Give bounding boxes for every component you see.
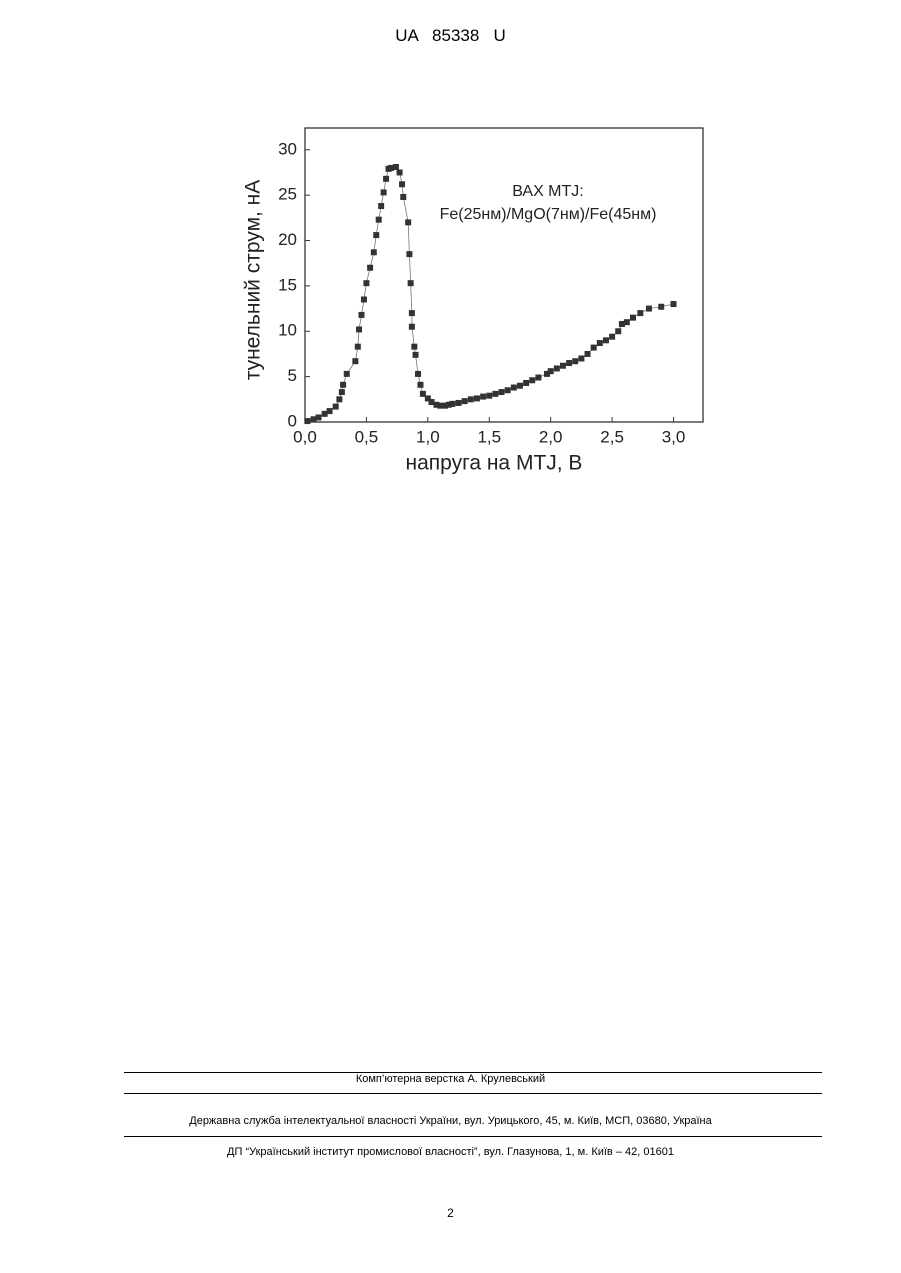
y-axis-label: тунельний струм, нА — [242, 180, 265, 381]
data-point — [316, 414, 322, 420]
data-point — [373, 232, 379, 238]
data-point — [535, 375, 541, 381]
x-tick-label: 1,5 — [477, 427, 501, 446]
data-point — [367, 265, 373, 271]
data-point — [566, 360, 572, 366]
x-axis-label: напруга на MTJ, В — [406, 452, 583, 475]
plot-frame — [305, 128, 703, 422]
data-point — [646, 306, 652, 312]
data-point — [415, 371, 421, 377]
rule — [124, 1093, 822, 1094]
data-point — [339, 389, 345, 395]
data-point — [327, 408, 333, 414]
data-point — [304, 418, 310, 424]
chart: 0,00,51,01,52,02,53,0051015202530напруга… — [0, 0, 901, 500]
data-point — [359, 312, 365, 318]
data-point — [603, 337, 609, 343]
annotation: Fe(25нм)/MgO(7нм)/Fe(45нм) — [440, 206, 657, 223]
data-point — [523, 380, 529, 386]
page-number: 2 — [0, 1206, 901, 1220]
rule — [124, 1136, 822, 1137]
data-point — [383, 176, 389, 182]
data-point — [405, 219, 411, 225]
data-point — [363, 280, 369, 286]
data-point — [355, 344, 361, 350]
y-tick-label: 10 — [278, 321, 297, 340]
footer-line: ДП “Український інститут промислової вла… — [0, 1146, 901, 1158]
data-point — [517, 383, 523, 389]
data-point — [480, 394, 486, 400]
footer-line: Комп’ютерна верстка А. Крулевський — [0, 1073, 901, 1085]
data-point — [658, 304, 664, 310]
data-point — [356, 326, 362, 332]
x-tick-label: 3,0 — [662, 427, 686, 446]
data-point — [413, 352, 419, 358]
data-point — [468, 396, 474, 402]
data-point — [529, 377, 535, 383]
y-tick-label: 20 — [278, 230, 297, 249]
data-point — [585, 351, 591, 357]
data-point — [630, 315, 636, 321]
data-point — [399, 181, 405, 187]
data-point — [361, 297, 367, 303]
data-point — [393, 164, 399, 170]
data-point — [511, 385, 517, 391]
data-line — [307, 167, 673, 421]
data-point — [376, 217, 382, 223]
y-tick-label: 25 — [278, 185, 297, 204]
data-point — [492, 391, 498, 397]
x-tick-label: 1,0 — [416, 427, 440, 446]
x-tick-label: 2,5 — [600, 427, 624, 446]
annotation: ВАХ MTJ: — [512, 183, 583, 200]
data-point — [409, 310, 415, 316]
data-point — [397, 169, 403, 175]
data-point — [591, 345, 597, 351]
data-point — [344, 371, 350, 377]
y-tick-label: 5 — [288, 366, 297, 385]
data-point — [474, 395, 480, 401]
page: UA 85338 U 0,00,51,01,52,02,53,005101520… — [0, 0, 901, 1273]
data-point — [449, 401, 455, 407]
data-point — [671, 301, 677, 307]
data-point — [336, 396, 342, 402]
data-point — [378, 203, 384, 209]
data-point — [406, 251, 412, 257]
data-point — [456, 400, 462, 406]
data-point — [371, 249, 377, 255]
data-point — [505, 387, 511, 393]
data-point — [400, 194, 406, 200]
data-point — [615, 328, 621, 334]
data-point — [499, 389, 505, 395]
data-point — [340, 382, 346, 388]
data-point — [381, 189, 387, 195]
data-point — [486, 393, 492, 399]
data-point — [417, 382, 423, 388]
data-point — [572, 358, 578, 364]
data-point — [408, 280, 414, 286]
x-tick-label: 0,5 — [355, 427, 379, 446]
x-tick-label: 2,0 — [539, 427, 563, 446]
data-point — [409, 324, 415, 330]
data-point — [609, 334, 615, 340]
y-tick-label: 15 — [278, 275, 297, 294]
data-point — [597, 340, 603, 346]
data-point — [637, 310, 643, 316]
data-point — [333, 404, 339, 410]
y-tick-label: 30 — [278, 139, 297, 158]
data-point — [578, 355, 584, 361]
data-point — [554, 365, 560, 371]
y-tick-label: 0 — [288, 411, 297, 430]
footer-line: Державна служба інтелектуальної власност… — [0, 1115, 901, 1127]
data-point — [462, 398, 468, 404]
data-point — [352, 358, 358, 364]
data-point — [411, 344, 417, 350]
data-point — [548, 368, 554, 374]
data-point — [560, 363, 566, 369]
data-point — [624, 319, 630, 325]
